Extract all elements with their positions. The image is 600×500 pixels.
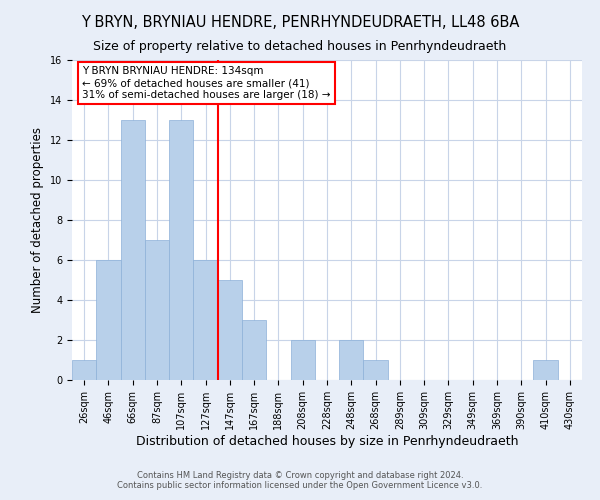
Text: Y BRYN BRYNIAU HENDRE: 134sqm
← 69% of detached houses are smaller (41)
31% of s: Y BRYN BRYNIAU HENDRE: 134sqm ← 69% of d…: [82, 66, 331, 100]
Bar: [290, 340, 315, 380]
Bar: [96, 260, 121, 380]
Bar: [339, 340, 364, 380]
Bar: [364, 360, 388, 380]
Bar: [218, 280, 242, 380]
Bar: [145, 240, 169, 380]
Bar: [121, 120, 145, 380]
Bar: [533, 360, 558, 380]
Bar: [193, 260, 218, 380]
Text: Y BRYN, BRYNIAU HENDRE, PENRHYNDEUDRAETH, LL48 6BA: Y BRYN, BRYNIAU HENDRE, PENRHYNDEUDRAETH…: [81, 15, 519, 30]
Bar: [72, 360, 96, 380]
Text: Contains HM Land Registry data © Crown copyright and database right 2024.
Contai: Contains HM Land Registry data © Crown c…: [118, 470, 482, 490]
Y-axis label: Number of detached properties: Number of detached properties: [31, 127, 44, 313]
Text: Size of property relative to detached houses in Penrhyndeudraeth: Size of property relative to detached ho…: [94, 40, 506, 53]
Bar: [242, 320, 266, 380]
Bar: [169, 120, 193, 380]
X-axis label: Distribution of detached houses by size in Penrhyndeudraeth: Distribution of detached houses by size …: [136, 434, 518, 448]
